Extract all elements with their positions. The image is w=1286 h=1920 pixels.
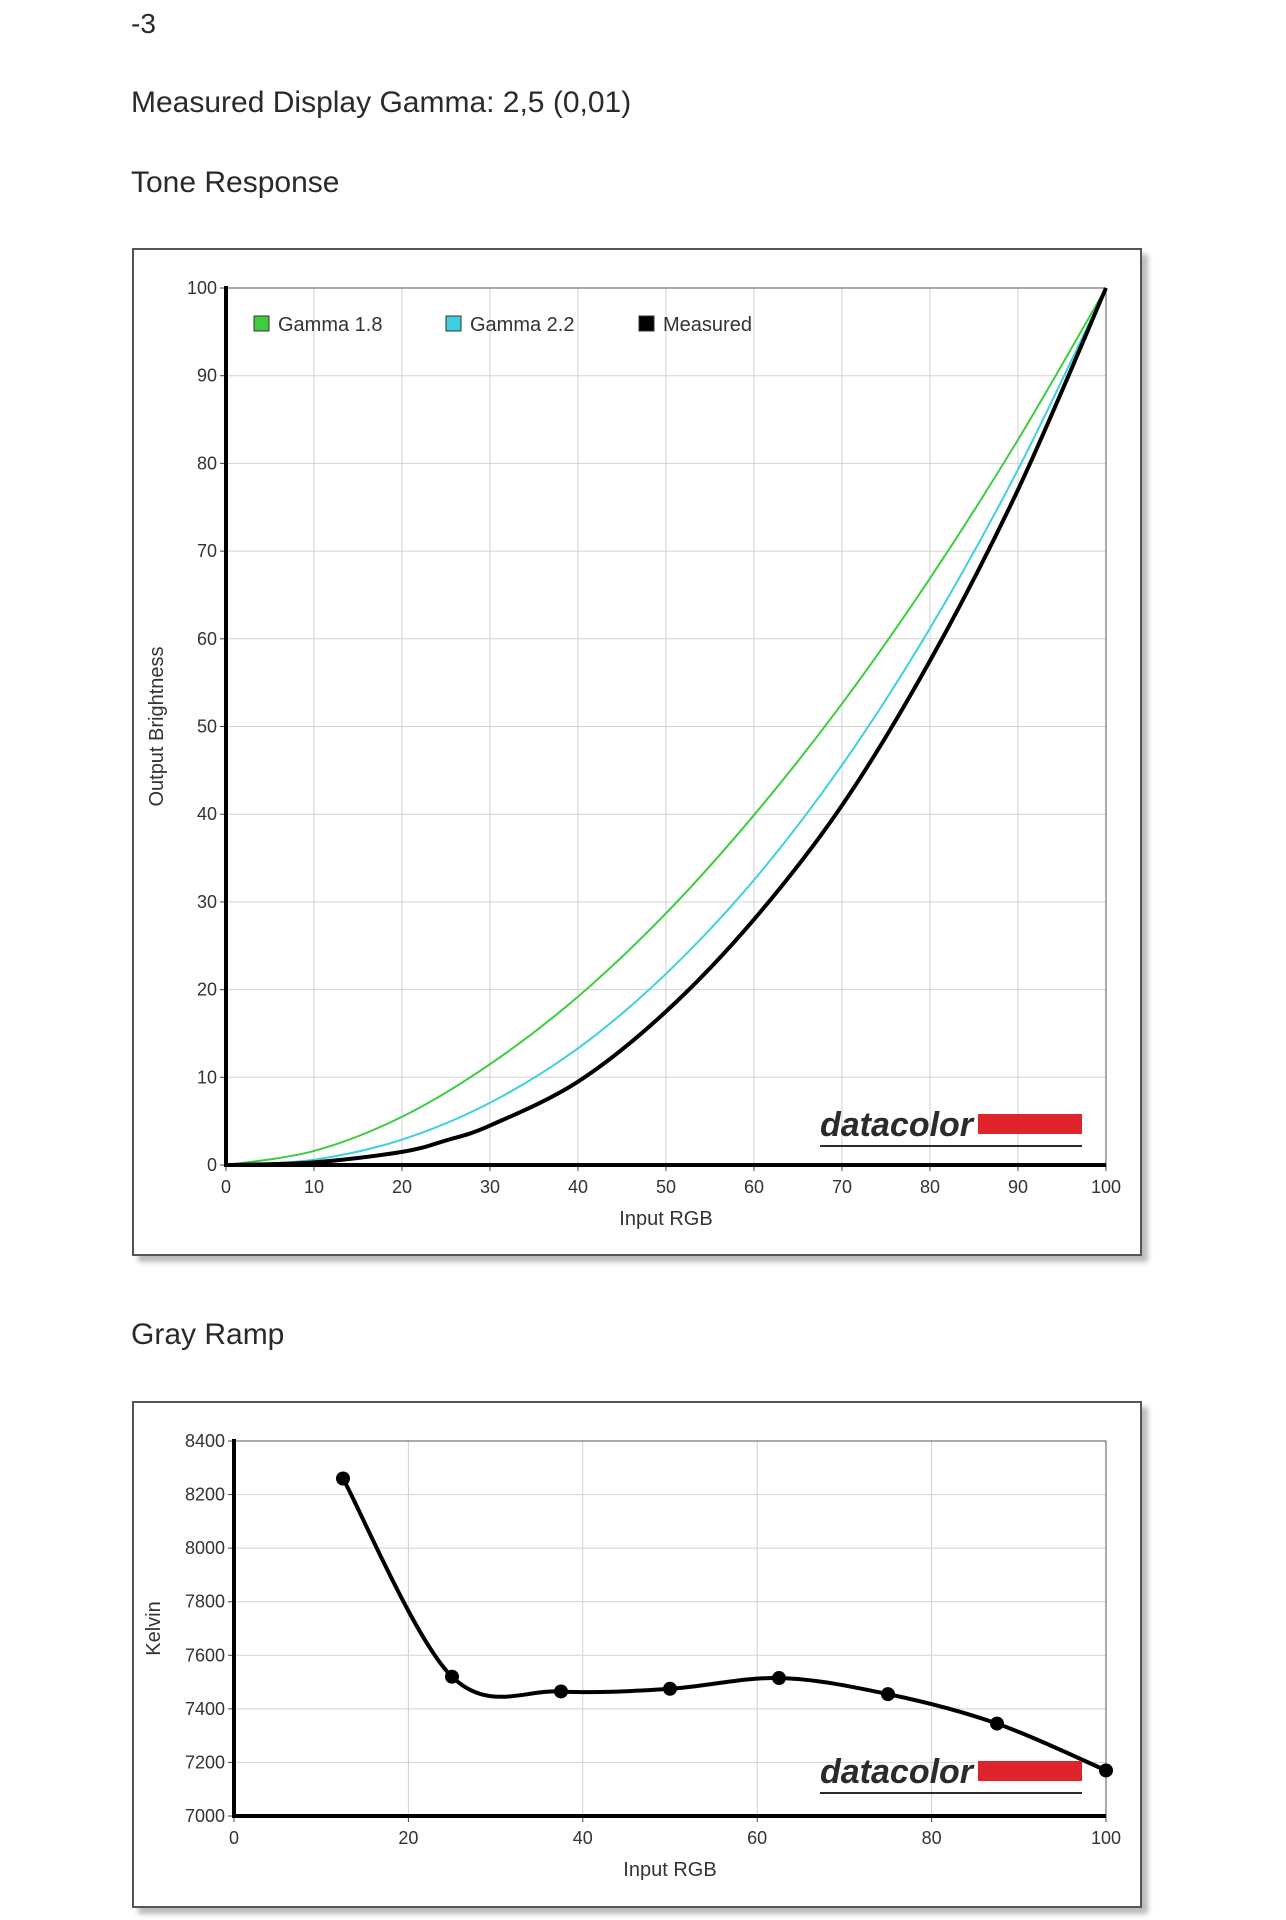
y-tick-label: 7200 (185, 1752, 225, 1772)
legend-swatch (445, 315, 462, 332)
x-tick-label: 20 (392, 1177, 412, 1197)
data-point (445, 1669, 459, 1684)
gray-ramp-panel: 0 20 40 60 80 100 7000 7200 7400 7600 7800 8000 8200… (132, 1401, 1142, 1908)
data-point (990, 1716, 1004, 1731)
x-tick-label: 10 (304, 1177, 324, 1197)
x-tick-label: 80 (922, 1828, 942, 1848)
y-tick-label: 10 (197, 1067, 217, 1087)
legend-label: Measured (663, 314, 752, 336)
y-tick-label: 8200 (185, 1485, 225, 1505)
data-point (1099, 1763, 1113, 1778)
y-tick-label: 8400 (185, 1431, 225, 1451)
y-tick-label: 7800 (185, 1592, 225, 1612)
x-tick-label: 40 (573, 1828, 593, 1848)
datacolor-logo-bar (978, 1761, 1082, 1781)
x-tick-label: 30 (480, 1177, 500, 1197)
x-tick-label: 70 (832, 1177, 852, 1197)
x-tick-label: 80 (920, 1177, 940, 1197)
x-tick-label: 0 (221, 1177, 231, 1197)
data-point (554, 1684, 568, 1699)
legend-swatch (638, 315, 655, 332)
y-tick-label: 7600 (185, 1645, 225, 1665)
y-tick-label: 80 (197, 453, 217, 473)
y-tick-label: 30 (197, 892, 217, 912)
series-line-gamma-2-2 (225, 287, 1107, 1166)
x-axis-title: Input RGB (619, 1208, 712, 1230)
tone-response-panel: 0 10 20 30 40 50 60 70 80 90 100 0 10 20 30 40 50 60 70 80 9… (132, 248, 1142, 1256)
legend-label: Gamma 2.2 (470, 314, 574, 336)
y-tick-label: 60 (197, 629, 217, 649)
y-tick-label: 90 (197, 366, 217, 386)
datacolor-logo-bar (978, 1114, 1082, 1134)
y-tick-label: 40 (197, 804, 217, 824)
x-tick-label: 40 (568, 1177, 588, 1197)
datacolor-logo-text: datacolor (820, 1753, 975, 1791)
legend-label: Gamma 1.8 (278, 314, 382, 336)
series-line-kelvin (341, 1477, 1107, 1773)
x-tick-label: 50 (656, 1177, 676, 1197)
data-point (336, 1471, 350, 1486)
data-point (772, 1671, 786, 1686)
series-line-measured (225, 287, 1108, 1167)
y-axis-title: Kelvin (143, 1601, 165, 1655)
y-tick-label: 100 (187, 278, 217, 298)
x-tick-label: 90 (1008, 1177, 1028, 1197)
x-tick-label: 100 (1091, 1177, 1121, 1197)
page-fragment-text: -3 (131, 8, 156, 39)
gray-ramp-chart: 0 20 40 60 80 100 7000 7200 7400 7600 7800 8000 8200… (143, 1431, 1121, 1881)
x-tick-label: 100 (1091, 1828, 1121, 1848)
y-axis-title: Output Brightness (146, 646, 168, 806)
gray-ramp-heading: Gray Ramp (131, 1318, 285, 1351)
data-point (881, 1687, 895, 1702)
y-tick-label: 0 (207, 1155, 217, 1175)
datacolor-logo-text: datacolor (820, 1106, 975, 1144)
x-axis-title: Input RGB (623, 1859, 716, 1881)
tone-response-chart: 0 10 20 30 40 50 60 70 80 90 100 0 10 20 30 40 50 60 70 80 9… (146, 278, 1121, 1230)
y-tick-label: 50 (197, 717, 217, 737)
x-tick-label: 60 (744, 1177, 764, 1197)
y-tick-label: 7000 (185, 1806, 225, 1826)
y-tick-label: 20 (197, 980, 217, 1000)
y-tick-label: 8000 (185, 1538, 225, 1558)
y-tick-label: 7400 (185, 1699, 225, 1719)
measured-gamma-text: Measured Display Gamma: 2,5 (0,01) (131, 86, 632, 119)
data-point (663, 1681, 677, 1696)
tone-response-heading: Tone Response (131, 166, 340, 199)
series-line-gamma-1-8 (225, 287, 1107, 1166)
x-tick-label: 0 (229, 1828, 239, 1848)
legend-swatch (253, 315, 270, 332)
x-tick-label: 60 (747, 1828, 767, 1848)
x-tick-label: 20 (398, 1828, 418, 1848)
y-tick-label: 70 (197, 541, 217, 561)
